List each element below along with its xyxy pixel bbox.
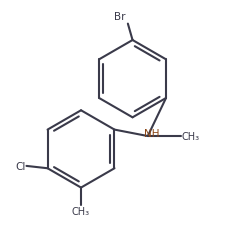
Text: NH: NH: [144, 128, 160, 138]
Text: Cl: Cl: [15, 161, 25, 171]
Text: CH₃: CH₃: [182, 132, 200, 141]
Text: CH₃: CH₃: [72, 206, 90, 216]
Text: Br: Br: [114, 12, 126, 22]
